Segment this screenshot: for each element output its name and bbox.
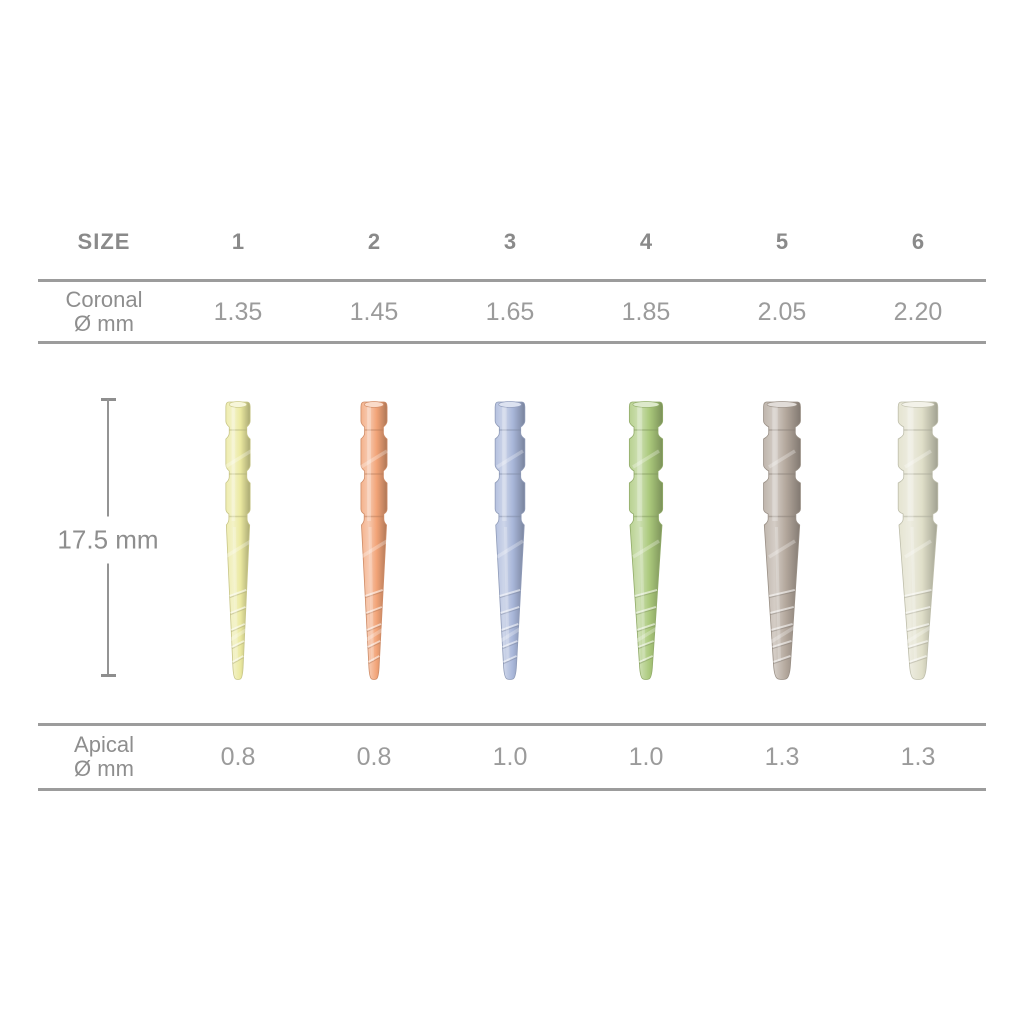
horizontal-rule-2	[38, 341, 986, 344]
apical-value-5: 1.3	[764, 742, 800, 771]
horizontal-rule-4	[38, 788, 986, 791]
size-col-6: 6	[911, 229, 925, 254]
coronal-value-6: 2.20	[893, 297, 943, 326]
size-col-2: 2	[367, 229, 381, 254]
coronal-label: Coronal Ø mm	[38, 286, 170, 336]
coronal-value-1: 1.35	[213, 297, 263, 326]
size-header: SIZE	[77, 229, 131, 254]
coronal-value-5: 2.05	[757, 297, 807, 326]
post-size-5-taupe	[763, 401, 801, 680]
apical-value-2: 0.8	[356, 742, 392, 771]
size-header-row: SIZE 1 2 3 4 5 6	[38, 224, 986, 260]
horizontal-rule-3	[38, 723, 986, 726]
apical-label-line2: Ø mm	[74, 756, 134, 781]
coronal-value-4: 1.85	[621, 297, 671, 326]
length-label: 17.5 mm	[52, 516, 164, 564]
post-size-4-green	[628, 401, 664, 680]
coronal-label-line1: Coronal	[65, 286, 143, 312]
dimension-cap-bottom	[101, 674, 116, 677]
apical-value-1: 0.8	[220, 742, 256, 771]
post-size-1-yellow	[224, 401, 252, 680]
post-size-2-orange	[360, 401, 388, 680]
size-col-4: 4	[639, 229, 653, 254]
post-size-6-ivory	[897, 401, 939, 680]
coronal-row: Coronal Ø mm 1.35 1.45 1.65 1.85 2.05 2.…	[38, 284, 986, 340]
coronal-label-line2: Ø mm	[74, 311, 134, 336]
horizontal-rule-1	[38, 279, 986, 282]
apical-value-6: 1.3	[900, 742, 936, 771]
apical-row: Apical Ø mm 0.8 0.8 1.0 1.0 1.3 1.3	[38, 726, 986, 788]
apical-label: Apical Ø mm	[38, 731, 170, 781]
size-col-5: 5	[775, 229, 789, 254]
apical-value-3: 1.0	[492, 742, 528, 771]
apical-value-4: 1.0	[628, 742, 664, 771]
coronal-value-2: 1.45	[349, 297, 399, 326]
size-col-3: 3	[503, 229, 517, 254]
size-col-1: 1	[231, 229, 245, 254]
coronal-value-3: 1.65	[485, 297, 535, 326]
post-size-3-blue	[494, 401, 526, 680]
apical-label-line1: Apical	[74, 731, 134, 757]
